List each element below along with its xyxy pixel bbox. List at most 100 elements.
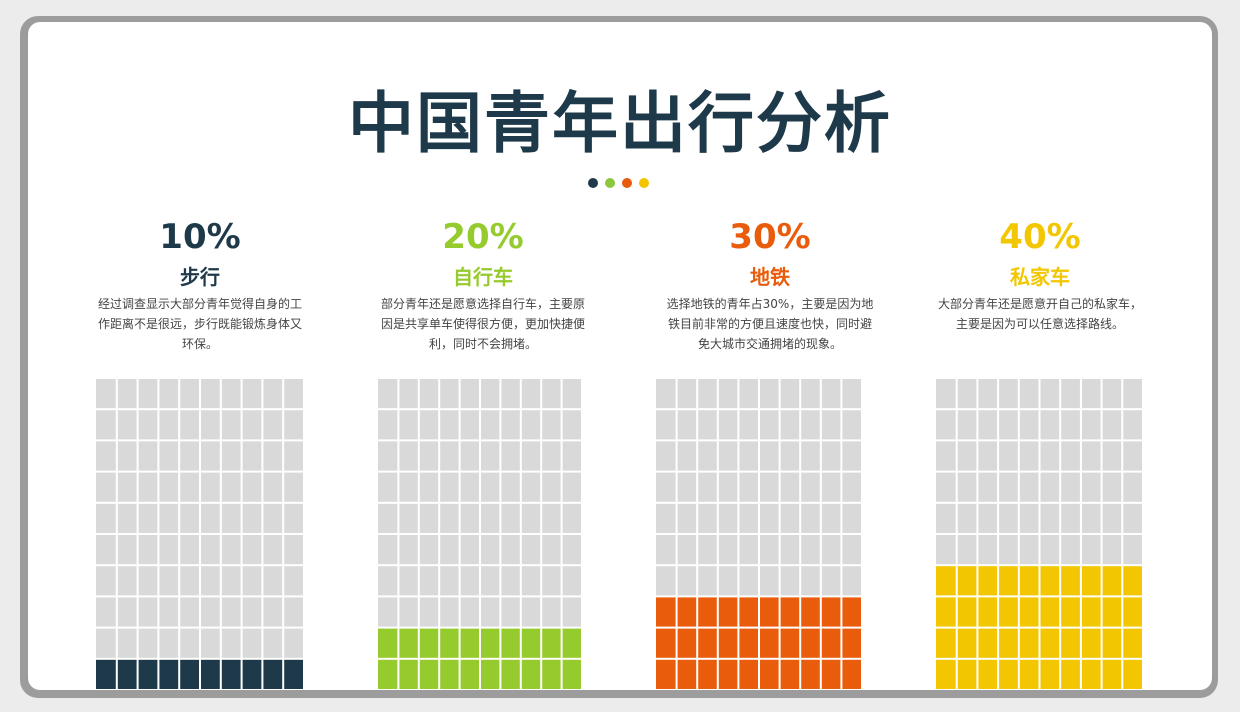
- waffle-cell-empty: [399, 535, 418, 565]
- waffle-cell-empty: [481, 535, 500, 565]
- decorative-dots: [588, 178, 649, 190]
- waffle-cell-empty: [117, 597, 137, 627]
- waffle-cell-empty: [521, 379, 541, 409]
- waffle-cell-empty: [656, 410, 676, 440]
- waffle-cell-empty: [936, 410, 956, 440]
- waffle-cell-filled: [378, 659, 398, 689]
- waffle-cell-empty: [1061, 410, 1080, 440]
- waffle-cell-filled: [1040, 566, 1060, 596]
- waffle-cell-empty: [739, 503, 758, 533]
- waffle-cell-empty: [440, 441, 459, 471]
- waffle-cell-filled: [718, 628, 738, 658]
- waffle-cell-empty: [284, 441, 303, 471]
- waffle-cell-filled: [399, 628, 418, 658]
- waffle-cell-empty: [1061, 441, 1080, 471]
- waffle-cell-empty: [221, 472, 241, 502]
- waffle-cell-empty: [801, 535, 820, 565]
- waffle-cell-empty: [263, 503, 283, 533]
- waffle-cell-empty: [1123, 410, 1142, 440]
- waffle-cell-filled: [1123, 628, 1142, 658]
- waffle-cell-empty: [180, 535, 199, 565]
- waffle-cell-empty: [96, 597, 116, 627]
- waffle-cell-filled: [481, 659, 500, 689]
- waffle-cell-empty: [221, 628, 241, 658]
- waffle-cell-empty: [1061, 379, 1080, 409]
- waffle-cell-empty: [1081, 503, 1101, 533]
- waffle-cell-filled: [656, 628, 676, 658]
- waffle-cell-filled: [936, 597, 956, 627]
- waffle-cell-empty: [378, 503, 398, 533]
- waffle-cell-empty: [1019, 472, 1039, 502]
- waffle-cell-empty: [821, 535, 841, 565]
- percent-label: 30%: [729, 217, 811, 257]
- waffle-cell-empty: [957, 410, 977, 440]
- waffle-cell-empty: [1040, 503, 1060, 533]
- waffle-cell-empty: [180, 566, 199, 596]
- waffle-cell-filled: [1040, 597, 1060, 627]
- waffle-cell-empty: [242, 410, 262, 440]
- waffle-cell-filled: [1102, 597, 1122, 627]
- waffle-cell-empty: [1019, 503, 1039, 533]
- waffle-cell-empty: [378, 379, 398, 409]
- waffle-cell-empty: [739, 566, 758, 596]
- waffle-cell-filled: [1123, 566, 1142, 596]
- waffle-cell-empty: [957, 535, 977, 565]
- waffle-cell-empty: [1102, 410, 1122, 440]
- waffle-cell-empty: [419, 410, 439, 440]
- waffle-cell-filled: [1102, 628, 1122, 658]
- waffle-cell-filled: [698, 597, 717, 627]
- waffle-cell-empty: [760, 410, 779, 440]
- waffle-cell-empty: [698, 503, 717, 533]
- waffle-cell-filled: [284, 659, 303, 689]
- waffle-cell-empty: [440, 535, 459, 565]
- waffle-cell-empty: [180, 503, 199, 533]
- waffle-cell-empty: [718, 503, 738, 533]
- waffle-cell-filled: [201, 659, 220, 689]
- waffle-cell-empty: [460, 566, 479, 596]
- waffle-cell-empty: [542, 410, 561, 440]
- percent-label: 20%: [442, 217, 524, 257]
- waffle-cell-filled: [780, 628, 800, 658]
- waffle-cell-empty: [242, 535, 262, 565]
- waffle-cell-empty: [842, 441, 861, 471]
- waffle-cell-filled: [521, 628, 541, 658]
- mode-label: 自行车: [453, 265, 513, 289]
- waffle-cell-empty: [739, 379, 758, 409]
- waffle-cell-empty: [780, 503, 800, 533]
- waffle-cell-empty: [242, 597, 262, 627]
- waffle-cell-empty: [501, 566, 520, 596]
- waffle-cell-filled: [677, 659, 697, 689]
- waffle-cell-empty: [221, 597, 241, 627]
- waffle-cell-empty: [698, 535, 717, 565]
- waffle-cell-empty: [242, 628, 262, 658]
- waffle-cell-empty: [378, 410, 398, 440]
- waffle-cell-empty: [760, 535, 779, 565]
- waffle-cell-empty: [378, 535, 398, 565]
- column-bicycle: 20% 自行车 部分青年还是愿意选择自行车，主要原因是共享单车使得很方便，更加快…: [353, 212, 613, 354]
- waffle-cell-filled: [542, 628, 561, 658]
- description-text: 部分青年还是愿意选择自行车，主要原因是共享单车使得很方便，更加快捷便利，同时不会…: [380, 297, 585, 351]
- waffle-cell-empty: [718, 472, 738, 502]
- waffle-cell-empty: [1040, 441, 1060, 471]
- waffle-cell-filled: [1040, 628, 1060, 658]
- waffle-cell-empty: [159, 597, 179, 627]
- waffle-cell-filled: [739, 628, 758, 658]
- waffle-cell-empty: [842, 379, 861, 409]
- waffle-cell-empty: [419, 535, 439, 565]
- column-subway: 30% 地铁 选择地铁的青年占30%，主要是因为地铁目前非常的方便且速度也快，同…: [640, 212, 900, 354]
- waffle-cell-empty: [284, 535, 303, 565]
- waffle-cell-empty: [481, 410, 500, 440]
- slide: 中国青年出行分析 10% 步行 经过调查显示大部分青年觉得自身的工作距离不是很远…: [28, 22, 1212, 690]
- waffle-cell-empty: [1019, 410, 1039, 440]
- waffle-cell-filled: [501, 659, 520, 689]
- waffle-cell-empty: [180, 597, 199, 627]
- waffle-cell-empty: [936, 441, 956, 471]
- waffle-cell-empty: [440, 566, 459, 596]
- waffle-cell-empty: [419, 379, 439, 409]
- waffle-cell-empty: [138, 566, 158, 596]
- mode-label: 私家车: [1010, 265, 1070, 289]
- waffle-cell-empty: [821, 379, 841, 409]
- waffle-cell-empty: [739, 535, 758, 565]
- waffle-cell-empty: [263, 379, 283, 409]
- waffle-cell-empty: [760, 379, 779, 409]
